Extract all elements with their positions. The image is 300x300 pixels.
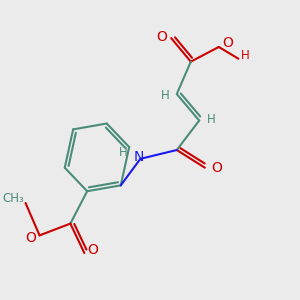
Text: O: O <box>87 243 98 257</box>
Text: N: N <box>134 150 144 164</box>
Text: H: H <box>160 89 169 102</box>
Text: H: H <box>119 146 128 159</box>
Text: H: H <box>207 112 215 126</box>
Text: O: O <box>211 161 222 175</box>
Text: O: O <box>222 35 232 50</box>
Text: CH₃: CH₃ <box>2 192 24 205</box>
Text: O: O <box>156 30 167 44</box>
Text: O: O <box>26 231 37 245</box>
Text: H: H <box>241 49 250 62</box>
